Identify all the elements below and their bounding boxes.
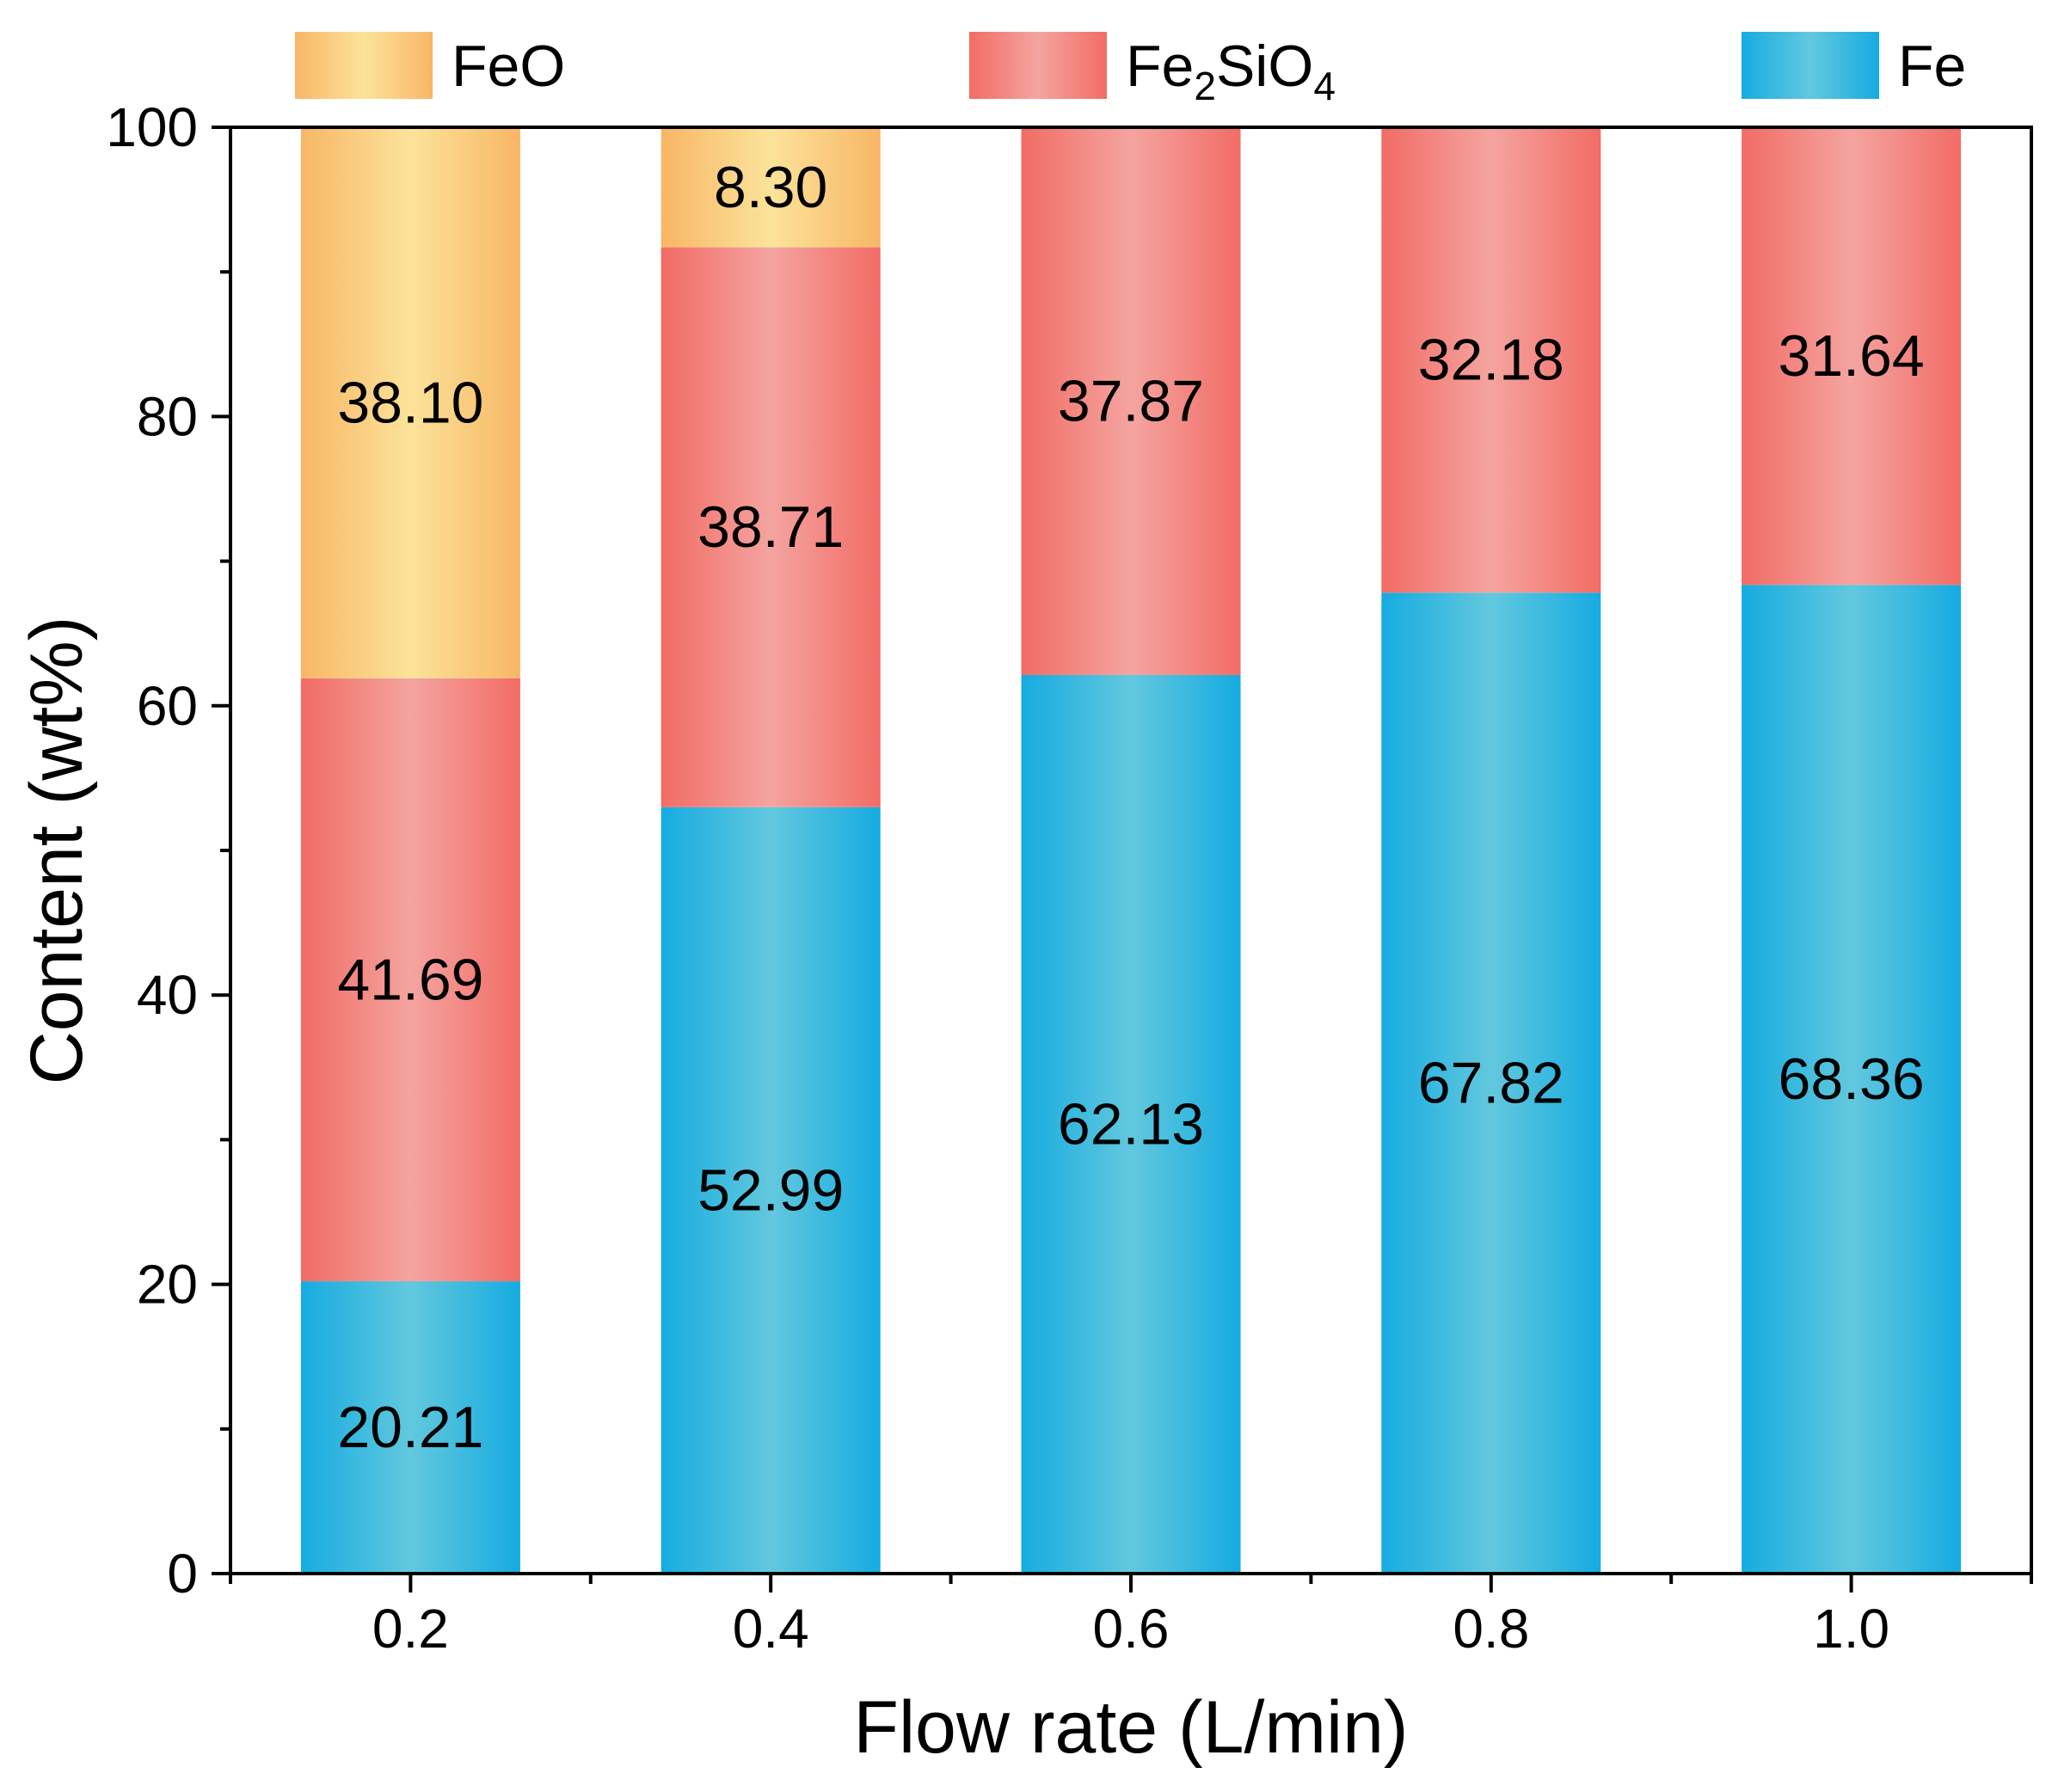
y-tick-label: 100 <box>106 96 198 158</box>
value-label-fe2sio4-0.8: 32.18 <box>1418 328 1564 393</box>
y-tick-label: 40 <box>137 964 198 1026</box>
bar-feo-0.2 <box>300 127 520 678</box>
bar-fe2sio4-1.0 <box>1742 127 1962 586</box>
value-label-fe-0.6: 62.13 <box>1058 1091 1204 1157</box>
legend-item-feo: FeO <box>295 32 565 99</box>
legend-label-fe: Fe <box>1898 34 1966 99</box>
legend-label-fe2sio4: Fe2SiO4 <box>1126 34 1336 108</box>
legend-swatch-feo <box>295 32 433 99</box>
legend-item-fe2sio4: Fe2SiO4 <box>969 32 1336 108</box>
legend: FeO Fe2SiO4 Fe <box>295 32 1966 108</box>
x-tick-label: 1.0 <box>1813 1598 1889 1660</box>
x-tick-label: 0.8 <box>1453 1598 1529 1660</box>
bar-fe2sio4-0.4 <box>660 247 881 807</box>
legend-label-feo: FeO <box>452 34 565 99</box>
y-tick-label: 80 <box>137 385 198 447</box>
y-axis-title: Content (wt%) <box>15 617 98 1085</box>
bar-fe-0.6 <box>1021 674 1241 1574</box>
bar-fe2sio4-0.2 <box>300 678 520 1282</box>
y-tick-label: 0 <box>167 1543 198 1605</box>
bar-fe2sio4-0.8 <box>1381 127 1601 593</box>
value-label-fe-0.2: 20.21 <box>337 1395 483 1460</box>
value-label-fe2sio4-0.4: 38.71 <box>697 494 844 560</box>
bar-fe-0.2 <box>300 1281 520 1574</box>
legend-swatch-fe2sio4 <box>969 32 1107 99</box>
bar-fe-0.8 <box>1381 592 1601 1574</box>
value-label-fe-0.8: 67.82 <box>1418 1051 1564 1116</box>
value-label-feo-0.2: 38.10 <box>337 370 483 435</box>
axes-group: 0 20 40 60 80 100 0.2 0.4 0.6 0.8 1.0 <box>106 96 2033 1660</box>
x-axis-title: Flow rate (L/min) <box>853 1686 1408 1769</box>
y-tick-label: 20 <box>137 1254 198 1316</box>
y-tick-label: 60 <box>137 675 198 737</box>
value-labels-group: 20.21 41.69 38.10 52.99 38.71 8.30 62.13 37.87 6… <box>337 155 1924 1460</box>
value-label-fe-0.4: 52.99 <box>697 1157 844 1223</box>
bars-group <box>300 127 1962 1574</box>
bar-fe-1.0 <box>1742 585 1962 1574</box>
legend-item-fe: Fe <box>1742 32 1966 99</box>
x-tick-label: 0.6 <box>1093 1598 1170 1660</box>
value-label-feo-0.4: 8.30 <box>714 155 827 220</box>
value-label-fe2sio4-0.2: 41.69 <box>337 947 483 1012</box>
value-label-fe2sio4-0.6: 37.87 <box>1058 368 1204 433</box>
x-tick-label: 0.4 <box>733 1598 809 1660</box>
legend-swatch-fe <box>1742 32 1879 99</box>
bar-fe2sio4-0.6 <box>1021 127 1241 675</box>
bar-feo-0.4 <box>660 127 881 248</box>
bar-fe-0.4 <box>660 807 881 1574</box>
x-tick-label: 0.2 <box>372 1598 449 1660</box>
value-label-fe-1.0: 68.36 <box>1779 1046 1925 1112</box>
value-label-fe2sio4-1.0: 31.64 <box>1779 323 1925 389</box>
